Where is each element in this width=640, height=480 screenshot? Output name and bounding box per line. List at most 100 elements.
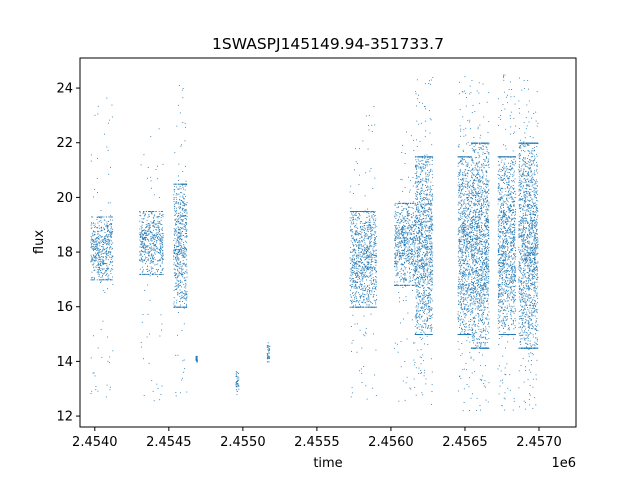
data-point [149, 231, 151, 233]
data-point [103, 219, 105, 221]
data-point [153, 237, 154, 239]
data-point [104, 219, 106, 221]
data-point [422, 307, 424, 309]
data-point [418, 367, 420, 369]
data-point [419, 249, 421, 251]
data-point [97, 231, 99, 233]
data-point [91, 222, 92, 224]
data-point [185, 183, 187, 185]
data-point [403, 258, 405, 260]
data-point [371, 290, 373, 292]
data-point [425, 248, 427, 250]
data-point [395, 232, 397, 234]
data-point [428, 156, 430, 158]
data-point [267, 357, 268, 359]
data-point [415, 314, 417, 316]
data-point [375, 283, 377, 285]
data-point [360, 244, 362, 246]
data-point [153, 217, 155, 219]
data-point [368, 236, 370, 238]
data-point [96, 253, 98, 255]
data-point [399, 233, 401, 235]
data-point [424, 205, 426, 207]
data-point [351, 284, 353, 286]
data-point [419, 260, 421, 262]
data-point [405, 278, 407, 280]
data-point [405, 299, 407, 301]
data-point [142, 238, 144, 240]
data-point [424, 136, 426, 138]
data-point [357, 273, 359, 275]
data-point [423, 213, 424, 215]
data-point [355, 213, 357, 215]
data-point [184, 290, 186, 292]
data-point [425, 378, 427, 380]
data-point [156, 229, 158, 231]
data-point [356, 351, 358, 353]
data-point [146, 232, 147, 234]
data-point [361, 283, 363, 285]
data-point [185, 209, 187, 211]
data-point [97, 233, 98, 235]
data-point [356, 276, 358, 278]
data-point [153, 243, 155, 245]
data-point [407, 215, 409, 217]
data-point [162, 250, 163, 252]
data-point [354, 233, 356, 235]
data-point [408, 263, 410, 265]
data-point [106, 265, 108, 267]
data-point [350, 396, 352, 398]
data-point [465, 284, 467, 286]
data-point [420, 203, 422, 205]
data-point [373, 295, 375, 297]
data-point [369, 253, 371, 255]
data-point [430, 119, 432, 121]
data-point [154, 236, 156, 238]
data-point [357, 260, 359, 262]
data-point [371, 291, 373, 293]
data-point [469, 288, 471, 290]
data-point [371, 303, 373, 305]
data-point [426, 259, 428, 261]
data-point [422, 276, 424, 278]
data-point [184, 226, 186, 228]
data-point [185, 247, 187, 249]
data-point [180, 183, 182, 185]
data-point [98, 256, 100, 258]
data-point [180, 211, 182, 213]
data-point [370, 252, 372, 254]
data-point [362, 280, 364, 282]
data-point [431, 329, 433, 331]
data-point [103, 133, 105, 135]
data-point [108, 234, 110, 236]
data-point [397, 242, 399, 243]
data-point [178, 212, 180, 214]
data-point [175, 258, 177, 260]
data-point [406, 212, 408, 214]
data-point [267, 353, 269, 355]
data-point [105, 252, 107, 254]
data-point [425, 263, 427, 265]
data-cluster [349, 105, 377, 400]
data-point [421, 257, 423, 258]
data-point [139, 214, 141, 216]
data-point [186, 212, 188, 214]
data-point [101, 216, 103, 218]
data-point [466, 243, 468, 245]
data-point [412, 237, 413, 239]
data-point [102, 256, 104, 258]
data-point [158, 232, 159, 234]
data-point [95, 246, 97, 248]
data-point [185, 126, 186, 128]
data-point [426, 313, 428, 315]
data-point [99, 261, 101, 263]
data-point [405, 208, 407, 210]
data-point [108, 267, 110, 269]
data-point [91, 223, 93, 225]
data-point [91, 260, 93, 262]
data-point [351, 275, 353, 277]
data-point [420, 206, 422, 208]
data-point [97, 216, 99, 218]
data-point [423, 231, 425, 233]
data-point [427, 227, 429, 229]
